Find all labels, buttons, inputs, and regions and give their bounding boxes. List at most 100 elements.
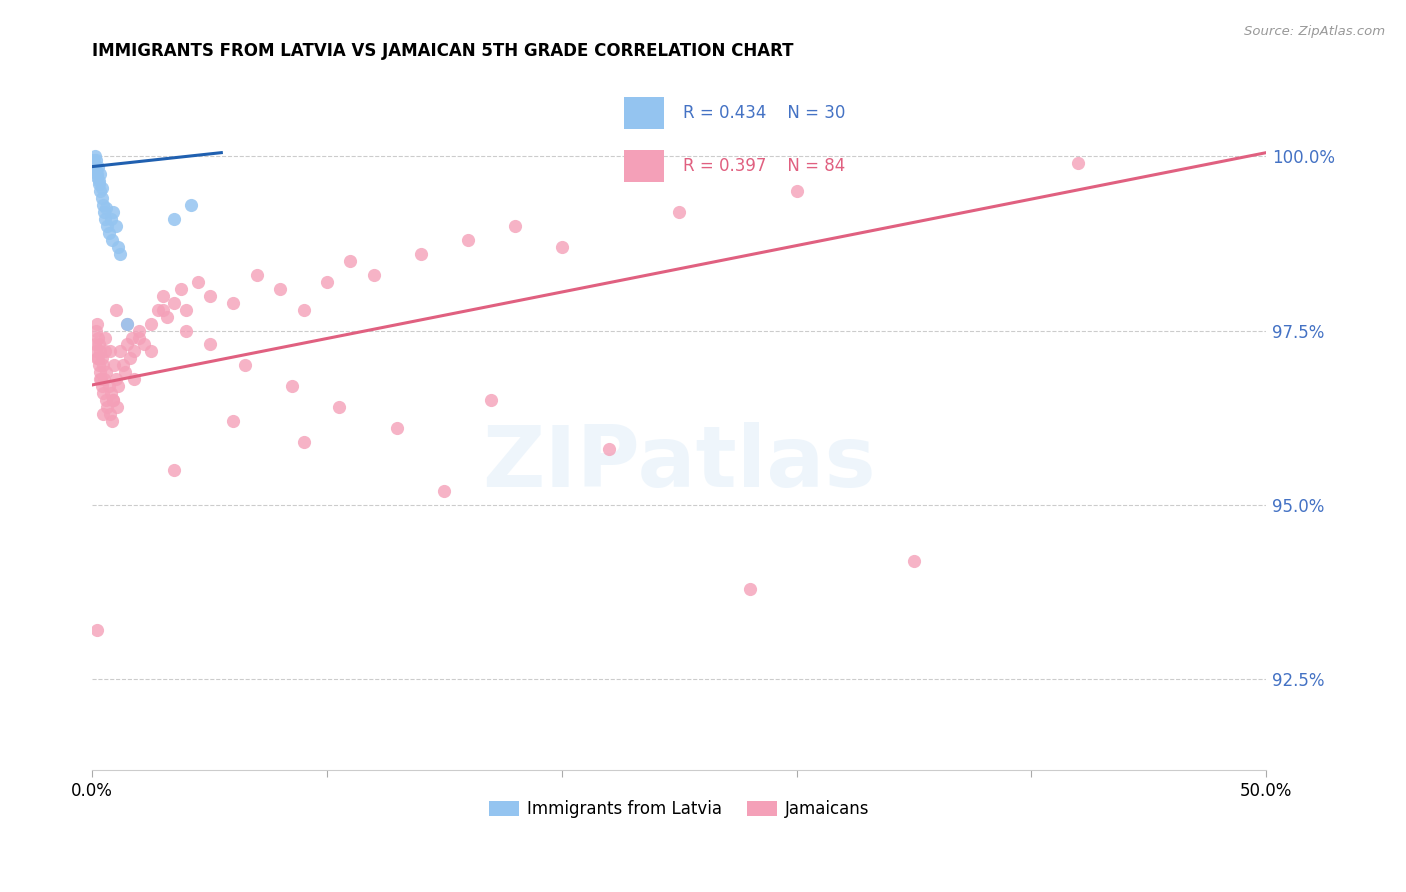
Point: [163, 211, 186, 226]
Point: [503, 219, 526, 233]
Point: [94, 344, 117, 359]
Bar: [624, 150, 664, 182]
Point: [98, 344, 121, 359]
Point: [96, 202, 118, 216]
Point: [152, 302, 174, 317]
Point: [339, 253, 361, 268]
Point: [90, 372, 112, 386]
Point: [94, 330, 117, 344]
Point: [128, 324, 150, 338]
Point: [269, 282, 291, 296]
Point: [86, 624, 108, 638]
Point: [281, 379, 304, 393]
Point: [117, 337, 139, 351]
Point: [100, 211, 122, 226]
Point: [124, 372, 146, 386]
Point: [117, 317, 139, 331]
Legend: Immigrants from Latvia, Jamaicans: Immigrants from Latvia, Jamaicans: [482, 793, 876, 824]
Point: [91, 359, 114, 373]
Point: [139, 344, 162, 359]
Point: [89, 372, 111, 386]
Point: [180, 198, 202, 212]
Point: [104, 372, 127, 386]
Point: [198, 337, 221, 351]
Point: [90, 191, 112, 205]
Point: [187, 275, 209, 289]
Point: [198, 288, 221, 302]
Point: [105, 401, 128, 415]
Point: [132, 337, 155, 351]
Point: [152, 288, 174, 302]
Bar: [624, 96, 664, 129]
Point: [292, 435, 315, 450]
Point: [598, 442, 620, 456]
Point: [292, 302, 315, 317]
Point: [86, 153, 108, 167]
Point: [457, 233, 479, 247]
Point: [89, 184, 111, 198]
Point: [668, 205, 690, 219]
Point: [87, 160, 110, 174]
Point: [387, 421, 409, 435]
Point: [91, 379, 114, 393]
Point: [84, 163, 107, 178]
Point: [409, 247, 432, 261]
Point: [83, 337, 105, 351]
Text: R = 0.434    N = 30: R = 0.434 N = 30: [683, 103, 845, 121]
Point: [363, 268, 385, 282]
Point: [89, 337, 111, 351]
Text: Source: ZipAtlas.com: Source: ZipAtlas.com: [1244, 25, 1385, 38]
Point: [110, 247, 132, 261]
Point: [91, 407, 114, 421]
Point: [86, 351, 108, 366]
Point: [96, 365, 118, 379]
Point: [245, 268, 267, 282]
Point: [91, 198, 114, 212]
Point: [328, 401, 350, 415]
Point: [93, 386, 115, 401]
Point: [83, 149, 105, 163]
Point: [89, 344, 111, 359]
Point: [222, 295, 245, 310]
Point: [104, 302, 127, 317]
Point: [103, 393, 125, 408]
Point: [163, 463, 186, 477]
Point: [101, 233, 124, 247]
Point: [103, 205, 125, 219]
Point: [86, 317, 108, 331]
Point: [124, 344, 146, 359]
Point: [83, 156, 105, 170]
Point: [121, 330, 143, 344]
Point: [104, 219, 127, 233]
Point: [111, 359, 134, 373]
Point: [94, 393, 117, 408]
Point: [551, 240, 574, 254]
Point: [86, 170, 108, 185]
Point: [107, 379, 129, 393]
Point: [93, 205, 115, 219]
Point: [84, 160, 107, 174]
Point: [96, 401, 118, 415]
Point: [156, 310, 179, 324]
Text: IMMIGRANTS FROM LATVIA VS JAMAICAN 5TH GRADE CORRELATION CHART: IMMIGRANTS FROM LATVIA VS JAMAICAN 5TH G…: [93, 42, 793, 60]
Point: [903, 554, 925, 568]
Point: [91, 180, 114, 194]
Point: [97, 226, 120, 240]
Point: [117, 317, 139, 331]
Point: [316, 275, 339, 289]
Point: [233, 359, 256, 373]
Point: [89, 177, 111, 191]
Point: [1067, 156, 1090, 170]
Point: [87, 359, 110, 373]
Point: [87, 351, 110, 366]
Point: [86, 167, 108, 181]
Point: [87, 173, 110, 187]
Point: [90, 351, 112, 366]
Point: [101, 414, 124, 428]
Point: [103, 359, 125, 373]
Point: [86, 344, 108, 359]
Point: [93, 372, 115, 386]
Point: [110, 344, 132, 359]
Point: [139, 317, 162, 331]
Point: [786, 184, 808, 198]
